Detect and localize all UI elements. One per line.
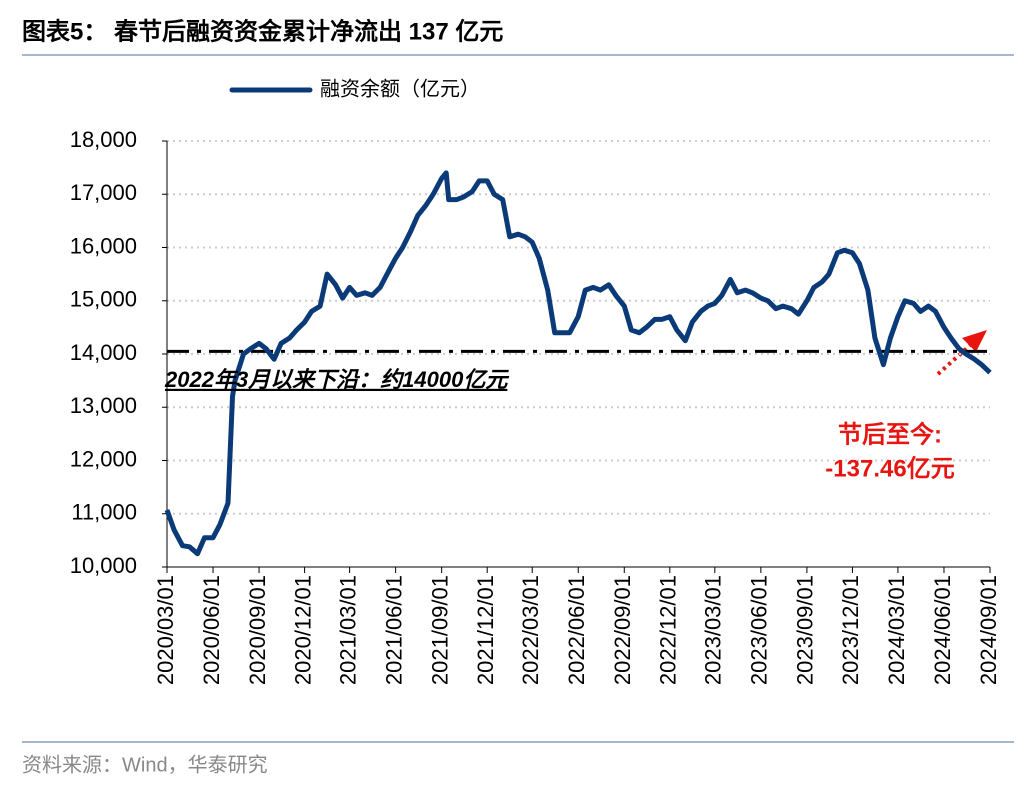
series-line (164, 170, 992, 557)
x-tick-label: 2020/09/01 (245, 575, 270, 685)
arrow-head (962, 330, 987, 352)
x-tick-label: 2023/03/01 (701, 575, 726, 685)
y-tick-label: 11,000 (71, 500, 137, 525)
x-tick-label: 2024/09/01 (976, 575, 1001, 685)
x-tick-label: 2023/12/01 (838, 575, 863, 685)
x-tick-label: 2022/03/01 (518, 575, 543, 685)
x-tick-label: 2022/12/01 (656, 575, 681, 685)
x-tick-label: 2023/06/01 (747, 575, 772, 685)
y-tick-label: 10,000 (70, 553, 137, 578)
x-tick-label: 2021/06/01 (381, 575, 406, 685)
x-tick-label: 2021/03/01 (335, 575, 360, 685)
chart-title: 图表5： 春节后融资资金累计净流出 137 亿元 (22, 17, 503, 45)
x-tick-label: 2020/03/01 (153, 575, 178, 685)
x-tick-label: 2022/06/01 (564, 575, 589, 685)
x-tick-label: 2020/12/01 (290, 575, 315, 685)
x-tick-label: 2024/03/01 (884, 575, 909, 685)
legend-label: 融资余额（亿元） (320, 77, 480, 100)
annotation: 2022年3月以来下沿：约14000亿元 (164, 367, 509, 392)
y-tick-label: 12,000 (70, 446, 137, 471)
x-tick-label: 2020/06/01 (199, 575, 224, 685)
annotation: 节后至今: (838, 420, 942, 448)
y-tick-label: 17,000 (70, 180, 137, 205)
x-tick-label: 2022/09/01 (610, 575, 635, 685)
y-tick-label: 14,000 (70, 340, 137, 365)
x-tick-label: 2024/06/01 (930, 575, 955, 685)
y-tick-label: 18,000 (70, 127, 137, 152)
y-tick-label: 13,000 (70, 393, 137, 418)
x-tick-label: 2021/12/01 (473, 575, 498, 685)
source: 资料来源：Wind，华泰研究 (22, 753, 268, 776)
x-tick-label: 2021/09/01 (427, 575, 452, 685)
y-tick-label: 15,000 (70, 287, 137, 312)
annotation: -137.46亿元 (825, 455, 954, 482)
y-tick-label: 16,000 (70, 233, 137, 258)
x-tick-label: 2023/09/01 (793, 575, 818, 685)
